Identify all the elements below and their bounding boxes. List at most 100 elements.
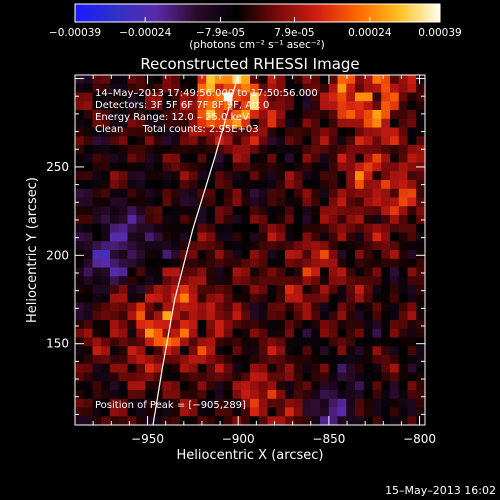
- heatmap-cell: [276, 180, 286, 190]
- heatmap-cell: [337, 416, 347, 425]
- heatmap-cell: [293, 241, 303, 251]
- heatmap-cell: [171, 215, 181, 225]
- heatmap-cell: [398, 127, 408, 137]
- heatmap-cell: [381, 346, 391, 356]
- heatmap-cell: [197, 188, 207, 198]
- heatmap-cell: [232, 92, 242, 102]
- heatmap-cell: [355, 110, 365, 120]
- heatmap-cell: [197, 285, 207, 295]
- heatmap-cell: [355, 285, 365, 295]
- heatmap-cell: [215, 101, 225, 111]
- heatmap-cell: [337, 180, 347, 190]
- heatmap-cell: [250, 127, 260, 137]
- heatmap-cell: [302, 407, 312, 417]
- heatmap-cell: [110, 320, 120, 330]
- heatmap-cell: [162, 328, 172, 338]
- heatmap-cell: [267, 416, 277, 425]
- heatmap-cell: [267, 127, 277, 137]
- heatmap-cell: [118, 398, 128, 408]
- heatmap-cell: [302, 267, 312, 277]
- heatmap-cell: [180, 145, 190, 155]
- heatmap-cell: [206, 215, 216, 225]
- heatmap-cell: [381, 302, 391, 312]
- heatmap-cell: [162, 250, 172, 260]
- heatmap-cell: [153, 136, 163, 146]
- heatmap-cell: [153, 372, 163, 382]
- heatmap-cell: [302, 320, 312, 330]
- heatmap-cell: [136, 101, 146, 111]
- heatmap-cell: [320, 197, 330, 207]
- heatmap-cell: [171, 293, 181, 303]
- heatmap-cell: [407, 92, 417, 102]
- heatmap-cell: [285, 363, 295, 373]
- heatmap-cell: [118, 188, 128, 198]
- heatmap-cell: [258, 267, 268, 277]
- heatmap-cell: [398, 162, 408, 172]
- heatmap-cell: [110, 110, 120, 120]
- heatmap-cell: [416, 206, 425, 216]
- heatmap-cell: [302, 328, 312, 338]
- heatmap-cell: [398, 337, 408, 347]
- heatmap-cell: [381, 258, 391, 268]
- heatmap-cell: [110, 83, 120, 93]
- heatmap-cell: [83, 92, 93, 102]
- heatmap-cell: [381, 153, 391, 163]
- heatmap-cell: [110, 197, 120, 207]
- heatmap-cell: [153, 346, 163, 356]
- heatmap-cell: [136, 232, 146, 242]
- heatmap-cell: [75, 206, 85, 216]
- heatmap-cell: [258, 171, 268, 181]
- heatmap-cell: [188, 328, 198, 338]
- heatmap-cell: [127, 407, 137, 417]
- heatmap-cell: [171, 83, 181, 93]
- heatmap-cell: [75, 293, 85, 303]
- heatmap-cell: [171, 197, 181, 207]
- heatmap-cell: [293, 136, 303, 146]
- heatmap-cell: [127, 381, 137, 391]
- heatmap-cell: [320, 127, 330, 137]
- heatmap-cell: [381, 416, 391, 425]
- heatmap-cell: [355, 355, 365, 365]
- heatmap-cell: [285, 145, 295, 155]
- heatmap-cell: [241, 110, 251, 120]
- heatmap-cell: [92, 180, 102, 190]
- heatmap-cell: [355, 92, 365, 102]
- heatmap-cell: [346, 118, 356, 128]
- heatmap-cell: [101, 197, 111, 207]
- heatmap-cell: [328, 83, 338, 93]
- heatmap-cell: [241, 215, 251, 225]
- heatmap-cell: [171, 206, 181, 216]
- heatmap-cell: [276, 293, 286, 303]
- heatmap-cell: [328, 162, 338, 172]
- heatmap-cell: [320, 311, 330, 321]
- heatmap-cell: [197, 171, 207, 181]
- heatmap-cell: [197, 180, 207, 190]
- heatmap-cell: [101, 153, 111, 163]
- heatmap-cell: [101, 372, 111, 382]
- heatmap-cell: [241, 180, 251, 190]
- heatmap-cell: [276, 372, 286, 382]
- heatmap-cell: [416, 311, 425, 321]
- heatmap-cell: [250, 153, 260, 163]
- heatmap-cell: [101, 250, 111, 260]
- heatmap-cell: [188, 398, 198, 408]
- heatmap-cell: [302, 162, 312, 172]
- heatmap-cell: [355, 180, 365, 190]
- heatmap-cell: [197, 328, 207, 338]
- heatmap-cell: [390, 416, 400, 425]
- heatmap-cell: [407, 381, 417, 391]
- heatmap-cell: [276, 83, 286, 93]
- heatmap-cell: [363, 416, 373, 425]
- heatmap-cell: [407, 416, 417, 425]
- heatmap-cell: [328, 355, 338, 365]
- heatmap-cell: [285, 258, 295, 268]
- heatmap-cell: [153, 267, 163, 277]
- heatmap-cell: [416, 118, 425, 128]
- heatmap-cell: [145, 328, 155, 338]
- heatmap-cell: [171, 188, 181, 198]
- heatmap-cell: [355, 153, 365, 163]
- heatmap-cell: [355, 328, 365, 338]
- heatmap-cell: [390, 258, 400, 268]
- heatmap-cell: [75, 416, 85, 425]
- heatmap-cell: [293, 267, 303, 277]
